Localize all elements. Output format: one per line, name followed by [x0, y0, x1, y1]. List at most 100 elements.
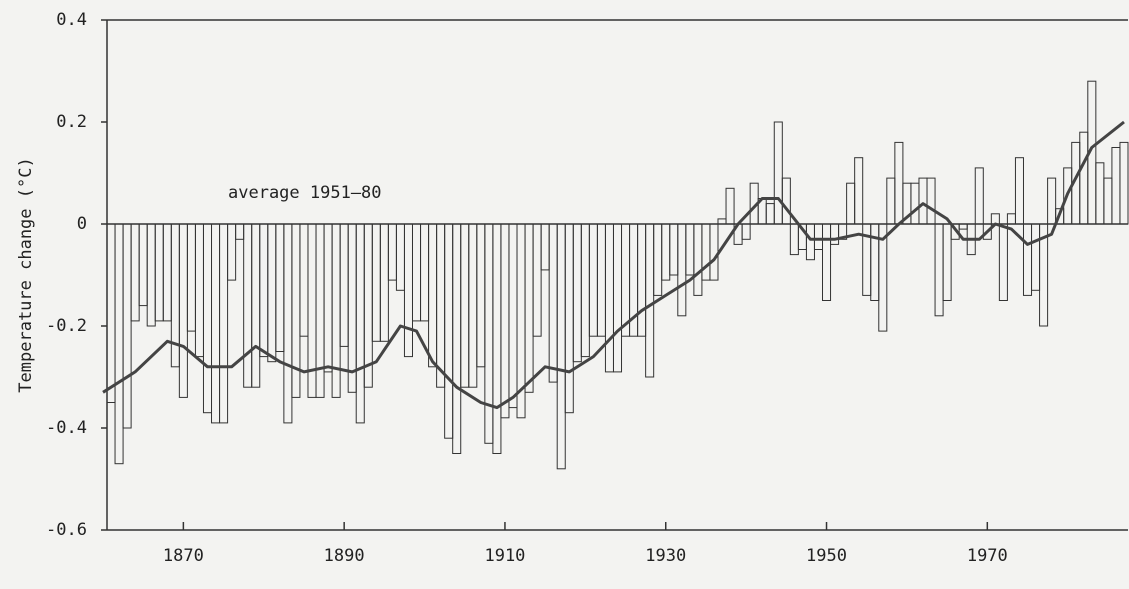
y-axis-label: Temperature change (°C) [16, 157, 36, 392]
bar [669, 223, 679, 276]
bar [267, 223, 277, 363]
bar [580, 223, 590, 358]
bar [934, 223, 944, 317]
bar [420, 223, 430, 322]
bar [564, 223, 574, 414]
bar [974, 167, 984, 225]
bar [347, 223, 357, 393]
bar [355, 223, 365, 424]
bar [765, 203, 775, 225]
bar [942, 223, 952, 301]
bar [460, 223, 470, 388]
x-tick-label: 1970 [967, 546, 1008, 566]
bar [709, 223, 719, 281]
bar [701, 223, 711, 281]
bar [251, 223, 261, 388]
bar [275, 223, 285, 352]
y-tick-label: -0.6 [46, 520, 87, 540]
y-tick-label: 0 [77, 214, 87, 234]
bar [186, 223, 196, 332]
bar [886, 177, 896, 225]
bar [492, 223, 502, 454]
bar [1006, 213, 1016, 225]
bar [588, 223, 598, 337]
bar [548, 223, 558, 383]
bar [387, 223, 397, 281]
bar [291, 223, 301, 398]
bar [604, 223, 614, 373]
y-tick-label: -0.4 [46, 418, 87, 438]
x-tick-label: 1870 [163, 546, 204, 566]
bar [178, 223, 188, 398]
bar [781, 177, 791, 225]
bar [106, 223, 116, 403]
bar [661, 223, 671, 281]
bar [219, 223, 229, 424]
bar [122, 223, 132, 429]
bar [146, 223, 156, 327]
bar [838, 223, 848, 240]
bar [725, 187, 735, 225]
bar [717, 218, 727, 225]
bar [476, 223, 486, 368]
bar [211, 223, 221, 424]
bar [789, 223, 799, 256]
bar [428, 223, 438, 368]
bar [259, 223, 269, 358]
bar [436, 223, 446, 388]
bar [637, 223, 647, 337]
bar [315, 223, 325, 398]
bar [468, 223, 478, 388]
y-tick-label: 0.4 [56, 10, 87, 30]
bar [1079, 131, 1089, 225]
bar [162, 223, 172, 322]
bar [805, 223, 815, 261]
bar [621, 223, 631, 337]
bar [283, 223, 293, 424]
bar [379, 223, 389, 342]
bar [982, 223, 992, 240]
bar [227, 223, 237, 281]
bar [741, 223, 751, 240]
bar [524, 223, 534, 393]
bar [243, 223, 253, 388]
bar [990, 213, 1000, 225]
bar [596, 223, 606, 337]
bar [1031, 223, 1041, 291]
bar [572, 223, 582, 363]
bar [677, 223, 687, 317]
bar [854, 157, 864, 225]
bar [508, 223, 518, 409]
bar [500, 223, 510, 419]
bar [114, 223, 124, 465]
bar [540, 223, 550, 271]
bar [395, 223, 405, 291]
bar [813, 223, 824, 250]
bar [926, 177, 936, 225]
smoothed-line [102, 120, 1125, 410]
bar [194, 223, 204, 358]
bar [685, 223, 695, 276]
bar [1111, 147, 1121, 225]
bar [878, 223, 888, 332]
bar [154, 223, 164, 322]
bar [202, 223, 213, 414]
bar [452, 223, 462, 454]
bar [645, 223, 655, 378]
bar [403, 223, 413, 358]
bar [998, 223, 1008, 301]
bar [773, 121, 783, 225]
x-tick-label: 1930 [645, 546, 686, 566]
bar [371, 223, 381, 342]
bar [822, 223, 832, 301]
bar [444, 223, 454, 439]
bar [1014, 157, 1024, 225]
x-tick-label: 1950 [806, 546, 847, 566]
bar [235, 223, 245, 240]
bar [910, 182, 920, 225]
x-tick-label: 1890 [324, 546, 365, 566]
bar [532, 223, 542, 337]
bar [484, 223, 494, 444]
